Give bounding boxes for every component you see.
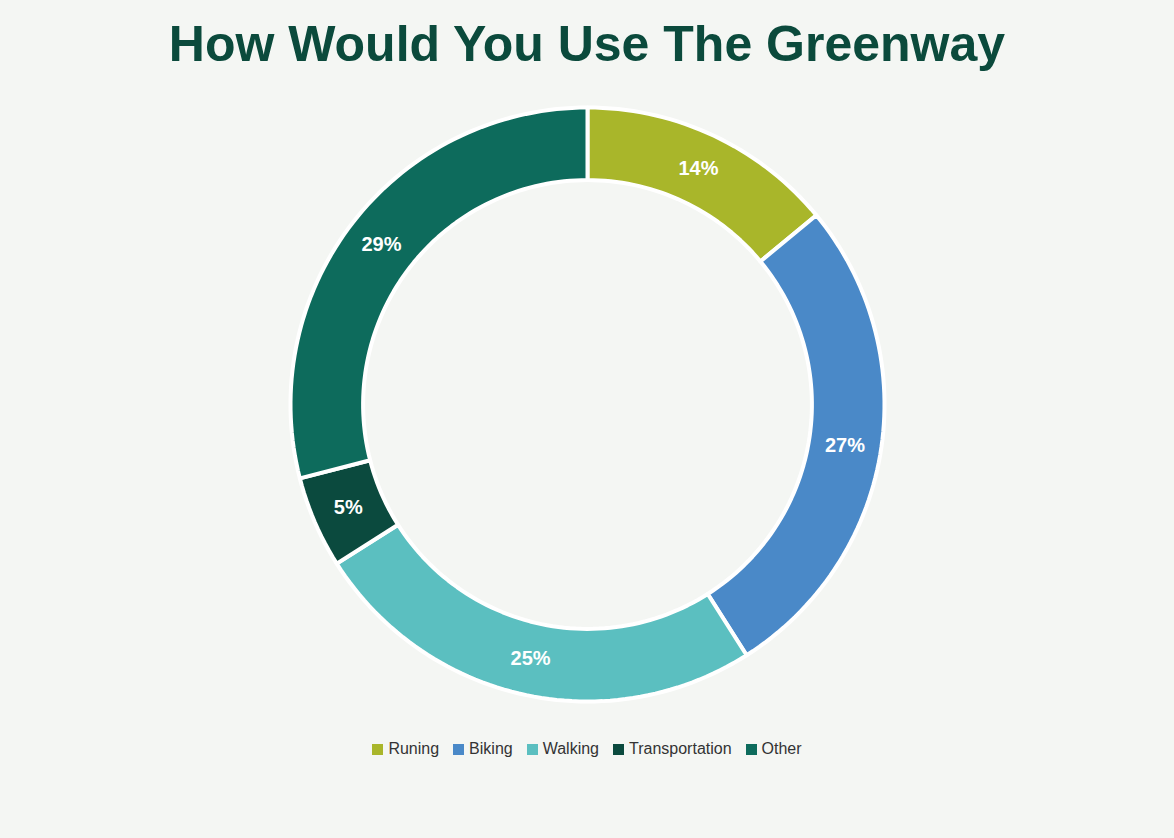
svg-text:5%: 5% — [334, 496, 363, 518]
svg-text:29%: 29% — [361, 233, 401, 255]
html-text:Other: Other — [761, 740, 802, 757]
svg-text:25%: 25% — [511, 647, 551, 669]
html-text:Transportation: Transportation — [629, 740, 732, 757]
html-text:Walking: Walking — [542, 740, 599, 757]
html-text:How Would You Use The Greenway: How Would You Use The Greenway — [168, 16, 1006, 72]
html-text:Runing: Runing — [388, 740, 440, 757]
svg-text:14%: 14% — [678, 157, 718, 179]
svg-text:27%: 27% — [825, 434, 865, 456]
html-text:Biking: Biking — [469, 740, 513, 757]
